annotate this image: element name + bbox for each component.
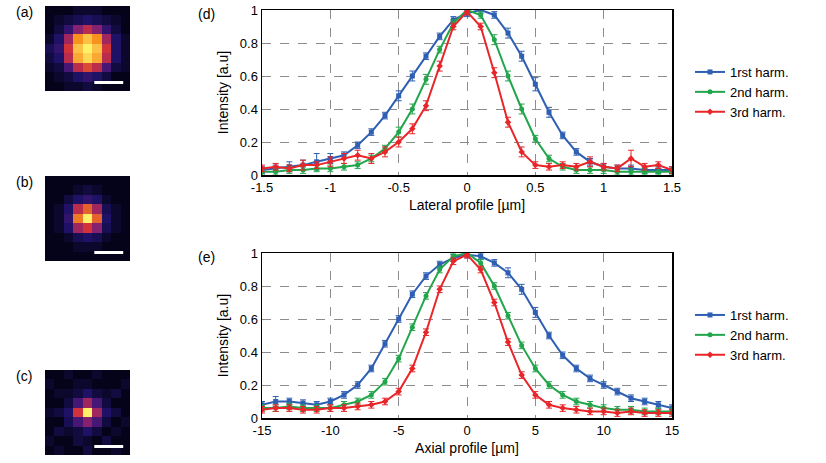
svg-text:3rd harm.: 3rd harm. [730, 105, 786, 120]
svg-text:2nd harm.: 2nd harm. [730, 85, 789, 100]
svg-text:5: 5 [532, 423, 539, 438]
svg-text:2nd harm.: 2nd harm. [730, 328, 789, 343]
svg-text:Intensity [a.u]: Intensity [a.u] [215, 51, 231, 134]
svg-text:1: 1 [251, 3, 258, 18]
svg-text:0.6: 0.6 [240, 69, 258, 84]
svg-text:10: 10 [596, 423, 610, 438]
svg-text:Axial profile [µm]: Axial profile [µm] [415, 440, 519, 456]
svg-text:-1: -1 [325, 180, 337, 195]
svg-text:-5: -5 [393, 423, 405, 438]
svg-text:(a): (a) [16, 4, 33, 20]
svg-text:(b): (b) [16, 174, 33, 190]
svg-text:1: 1 [251, 246, 258, 261]
svg-text:0.6: 0.6 [240, 312, 258, 327]
svg-text:3rd harm.: 3rd harm. [730, 348, 786, 363]
svg-text:0: 0 [463, 423, 470, 438]
svg-text:1rst harm.: 1rst harm. [730, 308, 789, 323]
svg-text:-10: -10 [321, 423, 340, 438]
svg-text:(c): (c) [16, 368, 32, 384]
svg-text:0.4: 0.4 [240, 345, 258, 360]
svg-text:0.8: 0.8 [240, 36, 258, 51]
svg-text:0.2: 0.2 [240, 378, 258, 393]
svg-text:-0.5: -0.5 [387, 180, 409, 195]
svg-text:-15: -15 [253, 423, 272, 438]
svg-text:(d): (d) [198, 6, 215, 22]
svg-text:0: 0 [251, 411, 258, 426]
svg-text:(e): (e) [198, 249, 215, 265]
svg-text:-1.5: -1.5 [251, 180, 273, 195]
svg-text:0.2: 0.2 [240, 135, 258, 150]
svg-text:Intensity [a.u]: Intensity [a.u] [215, 294, 231, 377]
svg-text:0.5: 0.5 [526, 180, 544, 195]
svg-text:1: 1 [600, 180, 607, 195]
svg-text:1rst harm.: 1rst harm. [730, 65, 789, 80]
svg-text:0.8: 0.8 [240, 279, 258, 294]
svg-text:1.5: 1.5 [663, 180, 681, 195]
svg-text:Lateral profile [µm]: Lateral profile [µm] [409, 197, 525, 213]
svg-text:0: 0 [463, 180, 470, 195]
svg-text:15: 15 [665, 423, 679, 438]
svg-text:0: 0 [251, 168, 258, 183]
svg-text:0.4: 0.4 [240, 102, 258, 117]
